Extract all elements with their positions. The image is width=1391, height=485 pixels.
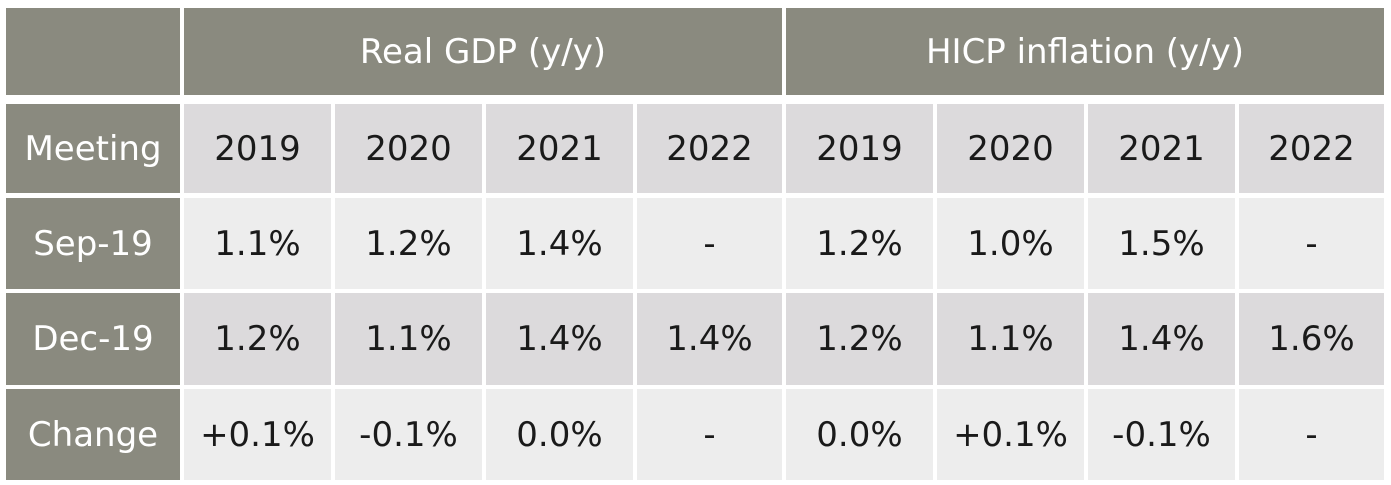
corner-cell — [6, 8, 180, 95]
table-cell: - — [637, 198, 782, 289]
table-cell: 1.2% — [184, 293, 331, 385]
table-cell: +0.1% — [937, 389, 1084, 480]
year-header-hicp-2019: 2019 — [786, 104, 933, 193]
year-header-gdp-2019: 2019 — [184, 104, 331, 193]
table-cell: +0.1% — [184, 389, 331, 480]
year-header-gdp-2021: 2021 — [486, 104, 633, 193]
table-cell: 1.2% — [786, 198, 933, 289]
table-cell: 1.4% — [1088, 293, 1235, 385]
table-cell: 1.2% — [335, 198, 482, 289]
row-label-sep-19: Sep-19 — [6, 198, 180, 289]
group-header-real-gdp: Real GDP (y/y) — [184, 8, 782, 95]
year-header-hicp-2020: 2020 — [937, 104, 1084, 193]
table-cell: 1.1% — [184, 198, 331, 289]
table-cell: 1.1% — [937, 293, 1084, 385]
table-cell: 1.2% — [786, 293, 933, 385]
table-cell: -0.1% — [1088, 389, 1235, 480]
table-cell: - — [637, 389, 782, 480]
row-label-change: Change — [6, 389, 180, 480]
table-cell: 1.6% — [1239, 293, 1384, 385]
table-cell: 0.0% — [786, 389, 933, 480]
row-header-meeting: Meeting — [6, 104, 180, 193]
table-cell: 1.4% — [486, 293, 633, 385]
table-cell: 0.0% — [486, 389, 633, 480]
table-cell: 1.4% — [637, 293, 782, 385]
row-label-dec-19: Dec-19 — [6, 293, 180, 385]
year-header-gdp-2020: 2020 — [335, 104, 482, 193]
table-cell: 1.5% — [1088, 198, 1235, 289]
year-header-hicp-2021: 2021 — [1088, 104, 1235, 193]
table-cell: 1.1% — [335, 293, 482, 385]
table-cell: 1.4% — [486, 198, 633, 289]
year-header-gdp-2022: 2022 — [637, 104, 782, 193]
year-header-hicp-2022: 2022 — [1239, 104, 1384, 193]
table-cell: 1.0% — [937, 198, 1084, 289]
table-cell: - — [1239, 198, 1384, 289]
table-cell: -0.1% — [335, 389, 482, 480]
table-cell: - — [1239, 389, 1384, 480]
group-header-hicp-inflation: HICP inflation (y/y) — [786, 8, 1384, 95]
